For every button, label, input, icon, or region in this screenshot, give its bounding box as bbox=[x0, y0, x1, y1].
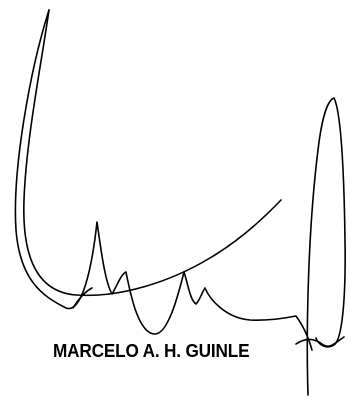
signatory-name: MARCELO A. H. GUINLE bbox=[53, 340, 250, 361]
